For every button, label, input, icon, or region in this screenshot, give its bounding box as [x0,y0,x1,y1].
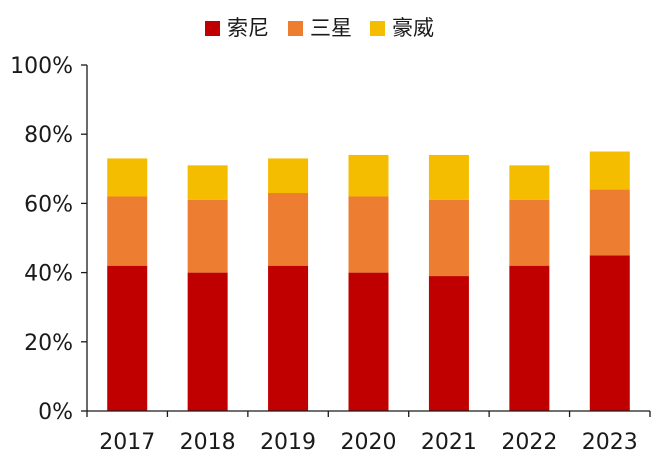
bar-segment-2017-3 [107,158,148,197]
x-axis: 2017 2018 2019 2020 2021 2022 2023 [86,410,651,455]
legend-item-1: 索尼 [205,16,269,40]
legend-swatch [288,21,303,36]
legend-label: 豪威 [392,16,434,40]
y-tick-label: 40% [24,262,73,287]
bar-segment-2021-1 [428,276,469,411]
x-tick-label: 2021 [421,430,477,455]
legend: 索尼 三星 豪威 [205,16,434,40]
bar-segment-2022-1 [509,265,550,411]
bar-segment-2022-3 [509,165,550,200]
x-tick-label: 2022 [501,430,557,455]
legend-item-2: 三星 [288,16,352,40]
y-axis: 0% 20% 40% 60% 80% 100% [10,54,88,425]
legend-swatch [370,21,385,36]
bar-segment-2020-2 [348,196,389,273]
bar-segment-2018-1 [187,272,228,411]
y-tick-label: 60% [24,192,73,217]
bar-segment-2022-2 [509,199,550,266]
bar-segment-2019-1 [268,265,309,411]
y-tick-label: 100% [10,54,73,79]
legend-label: 索尼 [227,16,269,40]
bar-segment-2021-3 [428,154,469,200]
bars-group [107,151,630,411]
bar-segment-2020-3 [348,154,389,197]
bar-segment-2021-2 [428,199,469,277]
bar-segment-2023-3 [589,151,630,190]
x-tick-label: 2023 [582,430,638,455]
y-tick-label: 0% [38,400,73,425]
bar-segment-2019-2 [268,193,309,266]
bar-segment-2018-3 [187,165,228,200]
legend-swatch [205,21,220,36]
bar-segment-2017-1 [107,265,148,411]
bar-segment-2019-3 [268,158,309,194]
y-tick-label: 80% [24,123,73,148]
bar-segment-2017-2 [107,196,148,266]
bar-segment-2023-1 [589,255,630,411]
bar-segment-2020-1 [348,272,389,411]
x-tick-label: 2017 [99,430,155,455]
legend-label: 三星 [310,16,352,40]
y-tick-label: 20% [24,331,73,356]
x-tick-label: 2018 [180,430,236,455]
legend-item-3: 豪威 [370,16,434,40]
bar-segment-2023-2 [589,189,630,256]
bar-segment-2018-2 [187,199,228,273]
x-tick-label: 2020 [341,430,397,455]
x-tick-label: 2019 [260,430,316,455]
